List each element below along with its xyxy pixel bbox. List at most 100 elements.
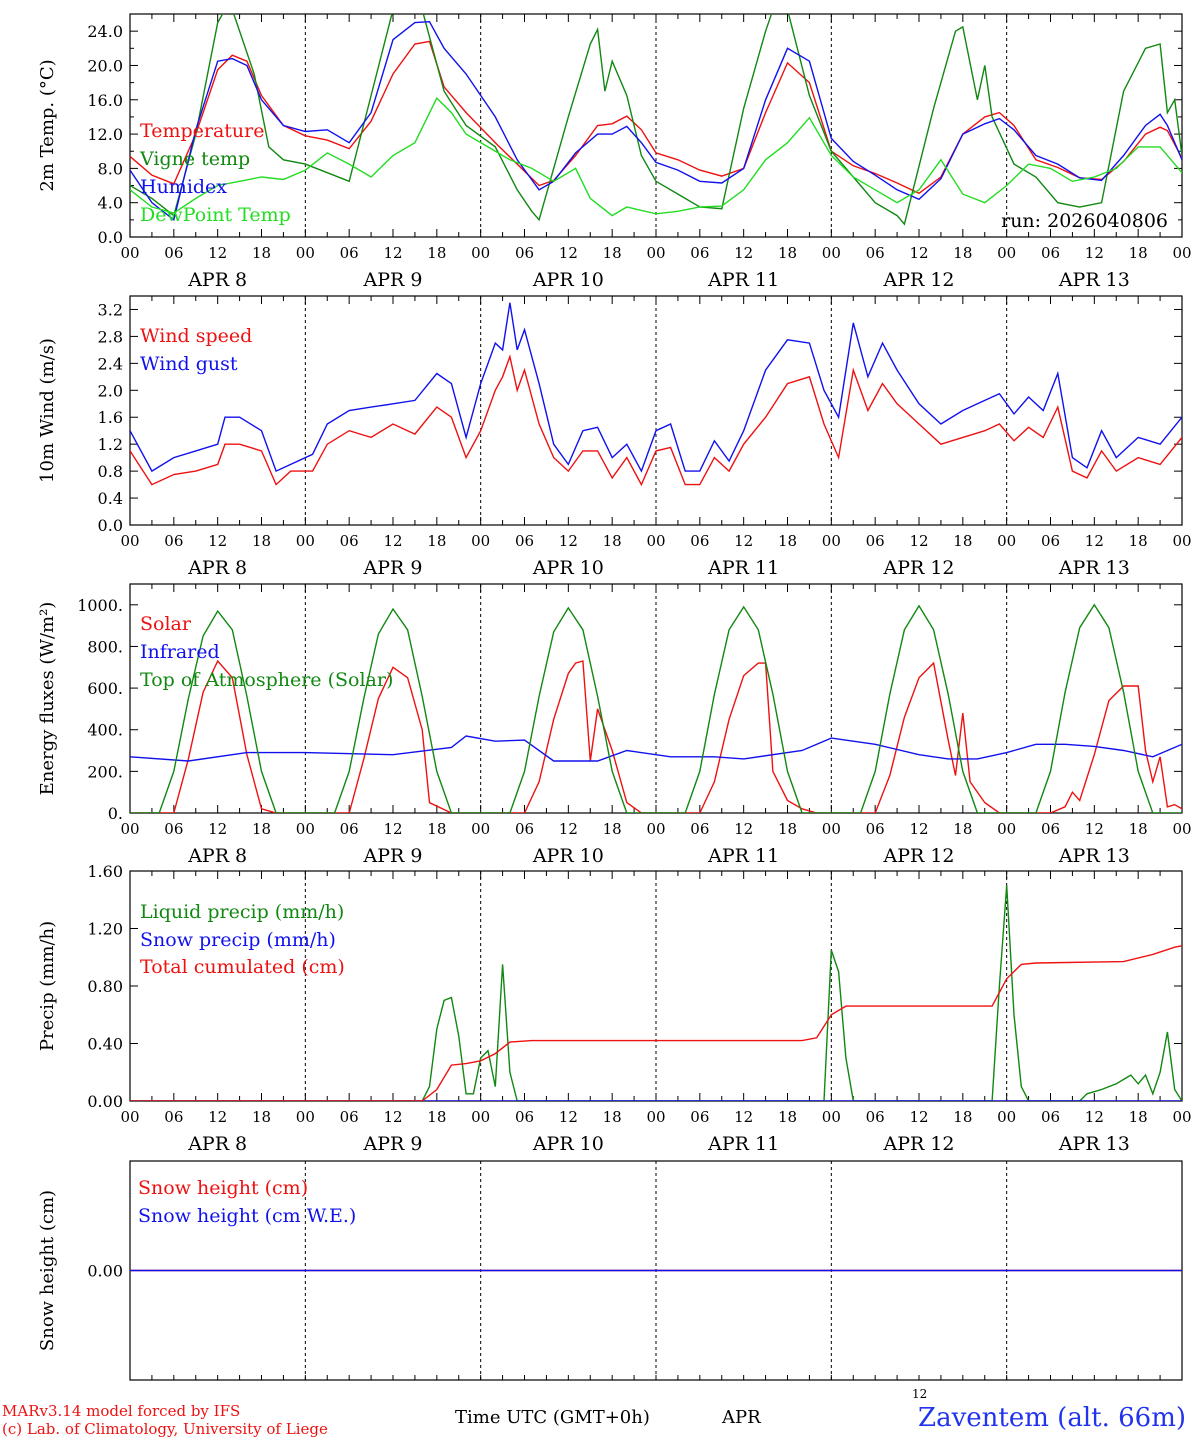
x-tick-label: 06 [866, 244, 885, 262]
panel-4: 0.00 Snow height (cm) Snow height (cm) Snow… [37, 1160, 1183, 1381]
legend-entry: Humidex [140, 176, 227, 198]
x-tick-label: 18 [778, 532, 797, 550]
x-tick-label: 18 [427, 1108, 446, 1126]
legend-entry: Solar [140, 613, 192, 635]
legend-entry: Total cumulated (cm) [140, 956, 345, 978]
y-tick-label: 1.60 [87, 862, 123, 881]
x-tick-label: 06 [164, 1108, 183, 1126]
x-tick-label: 18 [778, 820, 797, 838]
y-tick-label: 20.0 [87, 56, 123, 75]
panel-3: 00 06 12 18 00 06 12 18 00 06 12 18 00 06 12 18 00 06 12 18… [37, 862, 1192, 1155]
x-tick-label: 00 [296, 820, 315, 838]
day-label: APR 8 [187, 269, 247, 291]
x-tick-label: 12 [208, 820, 227, 838]
x-tick-label: 18 [1129, 820, 1148, 838]
day-label: APR 13 [1058, 269, 1130, 291]
legend-entry: DewPoint Temp [140, 204, 291, 226]
day-label: APR 9 [363, 845, 423, 867]
day-label: APR 13 [1058, 845, 1130, 867]
panel-1: 00 06 12 18 00 06 12 18 00 06 12 18 00 06 12 18 00 06 12 18… [37, 295, 1192, 579]
x-tick-label: 12 [559, 1108, 578, 1126]
footer-time-label: Time UTC (GMT+0h) [455, 1407, 650, 1428]
series-line-lightgreen [130, 96, 1182, 217]
x-tick-label: 06 [164, 532, 183, 550]
x-tick-label: 00 [1172, 532, 1191, 550]
x-tick-label: 00 [997, 532, 1016, 550]
x-tick-label: 18 [1129, 1108, 1148, 1126]
x-tick-label: 00 [296, 532, 315, 550]
x-tick-label: 12 [208, 1108, 227, 1126]
y-tick-label: 400. [87, 721, 123, 740]
x-tick-label: 06 [164, 820, 183, 838]
x-tick-label: 06 [690, 820, 709, 838]
y-tick-label: 2.0 [98, 381, 123, 400]
x-tick-label: 12 [734, 532, 753, 550]
day-label: APR 10 [532, 269, 604, 291]
x-tick-label: 12 [383, 532, 402, 550]
series-line-green [130, 603, 1182, 813]
x-tick-label: 06 [515, 532, 534, 550]
day-label: APR 11 [707, 557, 779, 579]
legend-entry: Liquid precip (mm/h) [140, 901, 344, 923]
x-tick-label: 18 [603, 1108, 622, 1126]
x-tick-label: 18 [252, 820, 271, 838]
x-tick-label: 12 [559, 820, 578, 838]
y-tick-label: 800. [87, 637, 123, 656]
legend-entry: Top of Atmosphere (Solar) [140, 669, 393, 691]
day-label: APR 10 [532, 845, 604, 867]
x-tick-label: 06 [164, 244, 183, 262]
x-tick-label: 18 [778, 1108, 797, 1126]
x-tick-label: 18 [953, 532, 972, 550]
footer-month-label: APR [721, 1407, 761, 1428]
x-tick-label: 00 [471, 820, 490, 838]
x-tick-label: 12 [559, 244, 578, 262]
x-tick-label: 00 [822, 244, 841, 262]
y-tick-label: 1.20 [87, 920, 123, 939]
x-tick-label: 12 [208, 532, 227, 550]
x-tick-label: 06 [515, 820, 534, 838]
legend-entry: Snow height (cm) [138, 1177, 308, 1199]
day-label: APR 8 [187, 1133, 247, 1155]
day-label: APR 10 [532, 1133, 604, 1155]
y-tick-label: 8.0 [98, 159, 123, 178]
x-tick-label: 18 [427, 532, 446, 550]
x-tick-label: 00 [646, 820, 665, 838]
legend-entry: Vigne temp [139, 148, 250, 170]
series-line-red [130, 40, 1182, 195]
day-label: APR 11 [707, 845, 779, 867]
day-label: APR 13 [1058, 1133, 1130, 1155]
x-tick-label: 00 [296, 1108, 315, 1126]
series-line-red [130, 945, 1182, 1101]
x-tick-label: 18 [427, 820, 446, 838]
y-tick-label: 12.0 [87, 125, 123, 144]
x-tick-label: 06 [515, 244, 534, 262]
x-tick-label: 12 [383, 820, 402, 838]
legend-entry: Wind gust [140, 353, 238, 375]
x-tick-label: 12 [1085, 820, 1104, 838]
x-tick-label: 12 [909, 244, 928, 262]
panel-2: 00 06 12 18 00 06 12 18 00 06 12 18 00 06 12 18 00 06 12 18… [37, 583, 1192, 867]
x-tick-label: 06 [866, 820, 885, 838]
x-tick-label: 00 [646, 532, 665, 550]
x-tick-label: 06 [1041, 244, 1060, 262]
day-label: APR 11 [707, 1133, 779, 1155]
series-line-blue [130, 20, 1182, 222]
legend-entry: Wind speed [140, 325, 252, 347]
y-tick-label: 24.0 [87, 22, 123, 41]
x-tick-label: 06 [690, 532, 709, 550]
x-tick-label: 18 [603, 532, 622, 550]
y-tick-label: 1.2 [98, 435, 123, 454]
x-tick-label: 18 [1129, 244, 1148, 262]
day-label: APR 8 [187, 845, 247, 867]
x-tick-label: 00 [1172, 1108, 1191, 1126]
series-line-blue [130, 302, 1182, 473]
x-tick-label: 12 [909, 820, 928, 838]
panel-0: 00 06 12 18 00 06 12 18 00 06 12 18 00 06 12 18 00 06 12 18… [37, 13, 1192, 291]
footer-model-line2: (c) Lab. of Climatology, University of L… [2, 1420, 328, 1438]
y-axis-title: Snow height (cm) [37, 1190, 58, 1351]
y-tick-label: 16.0 [87, 91, 123, 110]
y-tick-label: 0.80 [87, 977, 123, 996]
y-tick-label: 200. [87, 762, 123, 781]
x-tick-label: 12 [383, 1108, 402, 1126]
